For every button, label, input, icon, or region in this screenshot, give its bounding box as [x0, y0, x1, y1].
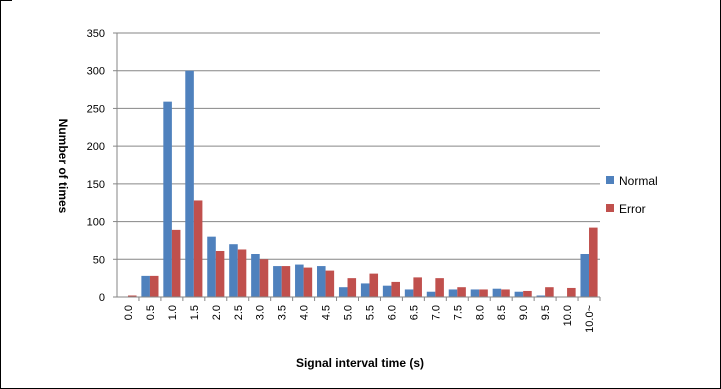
y-tick-label: 100 [87, 217, 105, 229]
x-tick-label: 7.5 [452, 305, 464, 320]
bar-normal [382, 285, 392, 297]
bar-error [545, 287, 554, 297]
x-tick-label: 1.5 [189, 305, 201, 320]
bar-error [479, 289, 488, 297]
y-tick-label: 300 [87, 66, 105, 78]
bar-error [347, 278, 357, 297]
bar-error [369, 273, 379, 297]
x-tick-label: 3.0 [255, 305, 267, 320]
y-tick-label: 150 [87, 179, 105, 191]
x-axis-title: Signal interval time (s) [296, 356, 424, 370]
x-tick-label: 4.5 [321, 305, 333, 320]
bar-error [149, 275, 159, 297]
x-tick-label: 9.5 [540, 305, 552, 320]
x-tick-label: 0.5 [145, 305, 157, 320]
bar-normal [360, 283, 370, 297]
x-tick-label: 8.0 [474, 305, 486, 320]
bars [127, 70, 598, 297]
x-tick-label: 5.0 [343, 305, 355, 320]
legend-label-error: Error [619, 202, 646, 216]
bar-error [171, 229, 181, 297]
bar-error [413, 277, 422, 297]
y-tick-label: 200 [87, 141, 105, 153]
bar-error [457, 287, 466, 297]
bar-normal [426, 291, 436, 297]
frame-top-tick [0, 0, 12, 1]
x-tick-label: 6.5 [408, 305, 420, 320]
legend-swatch-error [606, 204, 614, 212]
bar-normal [185, 70, 194, 297]
bar-normal [163, 101, 172, 297]
bar-error [501, 289, 510, 297]
x-tick-label: 3.5 [277, 305, 289, 320]
bar-normal [448, 289, 458, 297]
x-tick-label: 9.0 [518, 305, 530, 320]
bar-error [325, 270, 335, 297]
y-tick-label: 250 [87, 103, 105, 115]
bar-normal [404, 289, 414, 297]
bar-error [567, 287, 576, 297]
y-tick-label: 350 [87, 28, 105, 40]
bar-error [215, 250, 225, 297]
y-axis-title: Number of times [56, 119, 70, 214]
x-tick-label: 2.5 [233, 305, 245, 320]
bar-normal [207, 236, 216, 297]
legend-label-normal: Normal [619, 174, 658, 188]
x-tick-label: 10.0~ [584, 305, 596, 333]
bar-normal [536, 295, 546, 297]
bar-normal [338, 287, 348, 297]
x-tick-label: 2.0 [211, 305, 223, 320]
bar-error [259, 259, 269, 297]
bar-normal [229, 244, 238, 297]
bar-error [281, 266, 291, 297]
bar-normal [273, 266, 282, 297]
bar-normal [141, 275, 150, 297]
x-tick-label: 7.0 [430, 305, 442, 320]
bar-normal [295, 264, 304, 297]
bar-error [391, 281, 400, 297]
bar-error [435, 278, 444, 297]
legend-swatch-normal [606, 176, 614, 184]
y-tick-label: 0 [99, 292, 105, 304]
bar-normal [317, 266, 326, 297]
axes: 0 50 100 150 200 250 300 350 0.0 0.5 1.0 1.5 2.0 2.5 3… [87, 28, 601, 333]
bar-error [237, 249, 247, 297]
x-tick-label: 8.5 [496, 305, 508, 320]
bar-error [303, 267, 313, 297]
y-tick-label: 50 [93, 254, 105, 266]
x-tick-label: 4.0 [299, 305, 311, 320]
bar-error [589, 227, 598, 297]
bar-error [127, 295, 137, 297]
x-tick-label: 6.0 [386, 305, 398, 320]
bar-error [193, 200, 203, 297]
bar-normal [470, 289, 480, 297]
bar-normal [492, 288, 502, 297]
bar-normal [251, 254, 260, 297]
bar-error [523, 290, 532, 297]
bar-normal [580, 254, 590, 297]
bar-normal [514, 291, 524, 297]
x-tick-label: 10.0 [562, 305, 574, 326]
legend: Normal Error [606, 174, 658, 216]
x-tick-label: 0.0 [123, 305, 135, 320]
x-tick-label: 5.5 [364, 305, 376, 320]
x-tick-label: 1.0 [167, 305, 179, 320]
